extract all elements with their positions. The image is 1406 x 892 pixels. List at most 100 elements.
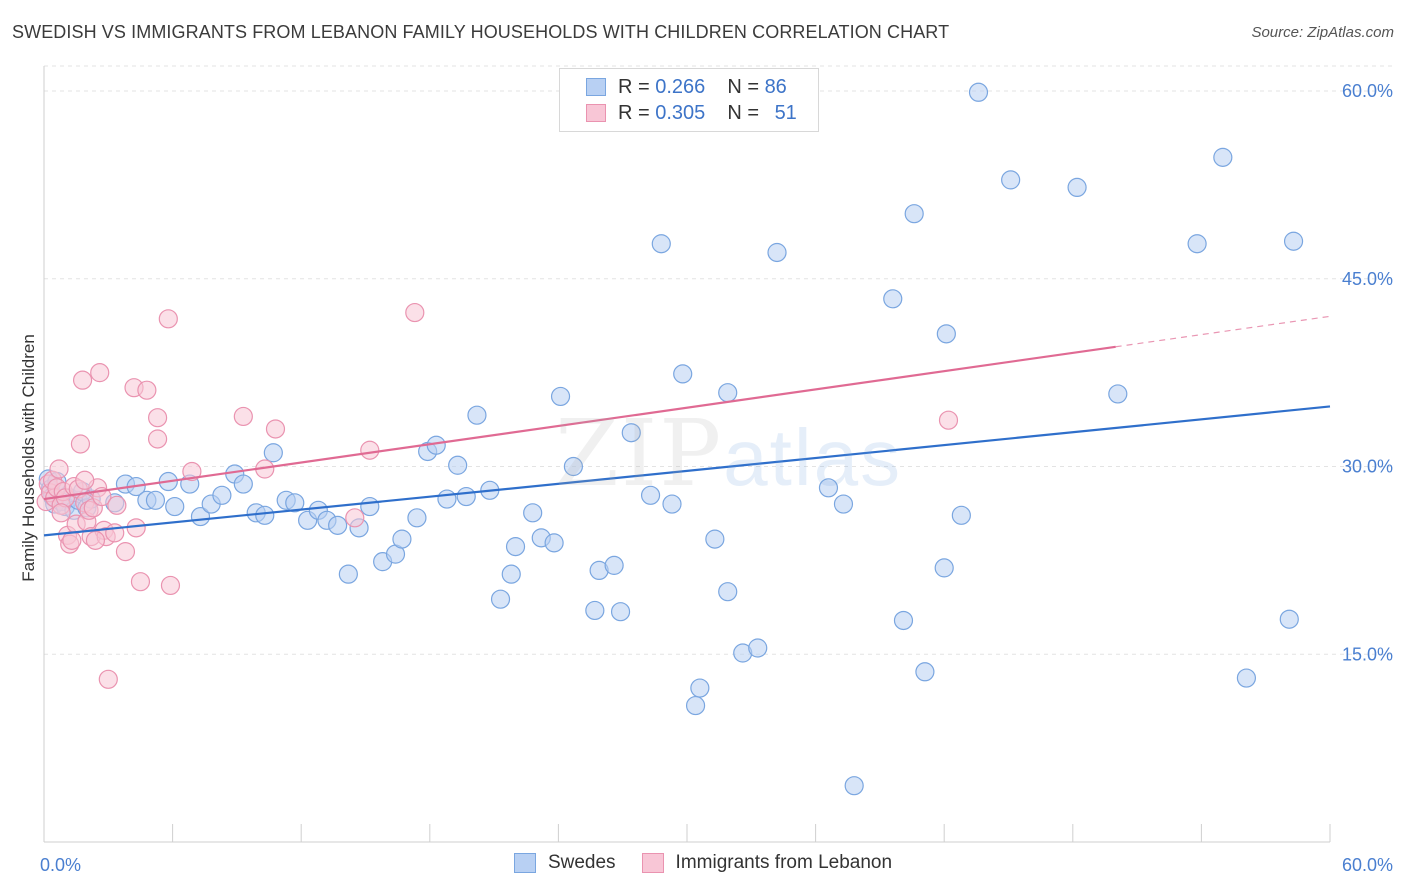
legend-row-swedes: R = 0.266 N = 86	[586, 75, 787, 99]
swedes-point	[718, 383, 738, 403]
lebanon-point	[51, 503, 71, 523]
r-value-swedes: 0.266	[655, 75, 706, 98]
lebanon-point	[137, 380, 157, 400]
swedes-point	[360, 496, 380, 517]
swedes-point	[505, 537, 526, 557]
lebanon-point	[345, 508, 365, 528]
y-tick-labels: 15.0% 30.0% 45.0% 60.0%	[1342, 81, 1393, 664]
lebanon-point	[147, 408, 168, 428]
swedes-point	[883, 289, 903, 309]
n-label: N =	[727, 75, 759, 98]
gridlines	[44, 65, 1392, 655]
swedes-point	[934, 558, 954, 578]
source-label: Source: ZipAtlas.com	[1251, 24, 1394, 41]
swedes-point	[212, 485, 232, 505]
lebanon-legend-swatch	[641, 853, 664, 873]
swedes-point	[1279, 609, 1299, 629]
swedes-point	[621, 423, 641, 443]
correlation-legend: R = 0.266 N = 86 R = 0.305 N = 51	[559, 68, 819, 132]
swedes-point	[690, 678, 710, 698]
x-tick-min: 0.0%	[40, 855, 81, 875]
legend-label-lebanon: Immigrants from Lebanon	[675, 852, 893, 873]
swedes-trend-line	[43, 405, 1331, 537]
swedes-point	[610, 602, 631, 622]
swedes-point	[328, 515, 348, 535]
lebanon-point	[72, 370, 93, 390]
swedes-point	[550, 386, 571, 407]
swedes-point	[1236, 668, 1257, 688]
y-axis-label: Family Households with Children	[19, 334, 38, 582]
swedes-point	[718, 582, 738, 602]
lebanon-point	[182, 461, 202, 482]
y-tick-label: 15.0%	[1342, 644, 1393, 664]
swedes-point	[233, 474, 253, 494]
swedes-point	[1067, 177, 1087, 198]
y-tick-label: 45.0%	[1342, 269, 1393, 289]
lebanon-point	[405, 302, 425, 323]
lebanon-point	[85, 530, 106, 550]
axes	[43, 66, 1331, 843]
lebanon-trend-line	[43, 345, 1116, 501]
lebanon-point	[360, 440, 380, 460]
lebanon-trend-extension	[1115, 315, 1331, 348]
n-value-swedes: 86	[764, 75, 787, 98]
lebanon-point	[49, 459, 69, 479]
legend-item-swedes: Swedes	[513, 852, 616, 874]
x-tick-max: 60.0%	[1342, 855, 1393, 875]
swedes-point	[767, 242, 787, 263]
lebanon-point	[90, 363, 110, 383]
legend-label-swedes: Swedes	[547, 852, 616, 873]
r-label: R =	[618, 75, 650, 98]
swedes-point	[915, 662, 935, 682]
y-tick-label: 30.0%	[1342, 457, 1393, 477]
lebanon-swatch	[586, 104, 606, 122]
swedes-point	[392, 529, 412, 549]
swedes-point	[1283, 231, 1304, 251]
lebanon-point	[147, 429, 168, 449]
swedes-point	[1187, 234, 1207, 254]
swedes-point	[456, 486, 476, 507]
y-tick-label: 60.0%	[1342, 81, 1393, 101]
lebanon-point	[233, 406, 253, 427]
swedes-point	[833, 494, 854, 514]
legend-row-lebanon: R = 0.305 N = 51	[586, 101, 797, 125]
swedes-point	[563, 456, 584, 477]
swedes-point	[662, 494, 682, 514]
n-label: N =	[727, 101, 759, 124]
swedes-point	[490, 589, 511, 609]
swedes-point	[685, 695, 706, 716]
swedes-point	[544, 533, 564, 553]
lebanon-point	[70, 434, 91, 454]
lebanon-point	[158, 309, 178, 329]
swedes-legend-swatch	[513, 853, 536, 873]
swedes-point	[407, 508, 427, 528]
swedes-point	[904, 204, 924, 224]
swedes-point	[501, 564, 521, 584]
lebanon-point	[160, 575, 181, 596]
swedes-point	[640, 485, 661, 505]
swedes-point	[255, 505, 275, 525]
swedes-point	[263, 443, 283, 463]
swedes-point	[338, 564, 358, 584]
series-legend: Swedes Immigrants from Lebanon	[0, 852, 1406, 874]
swedes-point	[285, 493, 305, 513]
r-value-lebanon: 0.305	[655, 101, 706, 124]
swedes-point	[951, 505, 971, 525]
r-label: R =	[618, 101, 650, 124]
swedes-point	[165, 496, 185, 517]
lebanon-point	[75, 470, 95, 490]
swedes-point	[523, 503, 543, 523]
lebanon-point	[938, 410, 959, 430]
swedes-point	[844, 776, 864, 796]
swedes-point	[437, 489, 457, 509]
swedes-point	[651, 234, 671, 254]
swedes-point	[448, 455, 468, 475]
swedes-point	[145, 490, 166, 510]
swedes-point	[1108, 384, 1128, 404]
swedes-swatch	[586, 78, 606, 96]
swedes-point	[604, 555, 624, 575]
swedes-points	[38, 82, 1304, 796]
lebanon-point	[98, 669, 118, 689]
swedes-point	[818, 478, 839, 498]
